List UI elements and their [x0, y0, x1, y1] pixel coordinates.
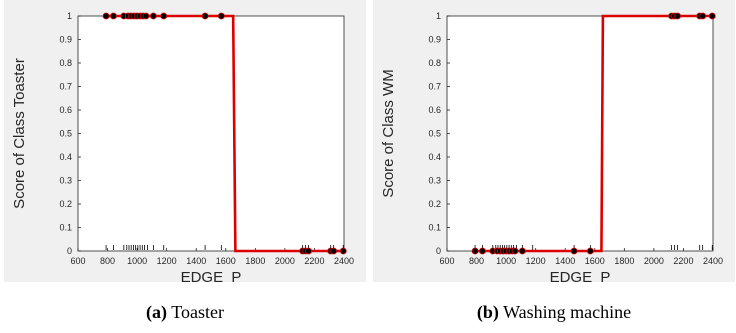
data-point: [674, 12, 681, 20]
chart-washing-machine: 600 800 1000 1200 1400 1600 1800 2000 2200 2400 0 0…: [380, 11, 723, 286]
plot-area: [77, 15, 345, 252]
y-tick-label: 1: [436, 11, 441, 21]
data-point: [102, 12, 110, 20]
data-point: [305, 247, 312, 255]
cropped-strip: [373, 282, 735, 290]
y-tick-label: 0.6: [59, 105, 72, 115]
caption-text: Toaster: [167, 302, 224, 322]
y-tick-label: 0.4: [428, 152, 441, 162]
data-point: [708, 12, 716, 20]
y-tick-label: 0.7: [428, 82, 441, 92]
y-tick-label: 0.8: [59, 58, 72, 68]
x-tick-label: 1000: [496, 256, 516, 266]
data-point: [518, 247, 526, 255]
data-point: [339, 247, 347, 255]
y-tick-label: 0.5: [428, 129, 441, 139]
x-tick-label: 1800: [614, 256, 634, 266]
caption-text: Washing machine: [498, 302, 632, 322]
x-tick-label: 1600: [216, 256, 236, 266]
x-axis-label: EDGE_P: [550, 269, 611, 286]
data-point: [570, 247, 578, 255]
x-axis-label: EDGE_P: [181, 269, 242, 286]
cropped-strip: [4, 282, 366, 290]
x-tick-label: 1600: [585, 256, 605, 266]
y-tick-label: 0.9: [59, 35, 72, 45]
caption-tag: (b): [476, 302, 499, 322]
y-tick-label: 0: [436, 246, 441, 256]
y-tick-label: 0.3: [59, 176, 72, 186]
x-tick-label: 2400: [334, 256, 354, 266]
score-line: [473, 14, 713, 253]
data-point: [201, 12, 209, 20]
data-point: [479, 247, 486, 255]
chart-panel-washing-machine: 600 800 1000 1200 1400 1600 1800 2000 2200 2400 0 0…: [373, 0, 735, 290]
y-tick-label: 0.2: [59, 199, 72, 209]
data-point: [471, 247, 479, 255]
x-tick-label: 2000: [275, 256, 295, 266]
data-point: [149, 12, 157, 20]
plot-area: [446, 15, 714, 252]
y-tick-label: 1: [67, 11, 72, 21]
caption-washing-machine: (b) Washing machine: [373, 302, 735, 323]
y-tick-label: 0: [67, 246, 72, 256]
data-point: [699, 12, 707, 20]
caption-toaster: (a) Toaster: [4, 302, 366, 323]
y-axis-label: Score of Class Toaster: [11, 58, 28, 209]
x-tick-label: 600: [70, 256, 85, 266]
data-point: [142, 12, 150, 20]
x-tick-label: 1400: [186, 256, 206, 266]
y-tick-label: 0.1: [59, 223, 72, 233]
y-tick-label: 0.1: [428, 223, 441, 233]
x-tick-label: 2200: [304, 256, 324, 266]
x-tick-label: 600: [439, 256, 454, 266]
chart-toaster: 600 800 1000 1200 1400 1600 1800 2000 2200 2400 0 0…: [11, 11, 354, 286]
data-point: [511, 247, 519, 255]
y-tick-label: 0.3: [428, 176, 441, 186]
x-tick-label: 800: [100, 256, 115, 266]
data-point: [586, 247, 594, 255]
y-tick-label: 0.9: [428, 35, 441, 45]
chart-panel-toaster: 600 800 1000 1200 1400 1600 1800 2000 2200 2400 0 0…: [4, 0, 366, 290]
x-tick-label: 1200: [157, 256, 177, 266]
data-point: [330, 247, 338, 255]
y-tick-label: 0.8: [428, 58, 441, 68]
x-tick-label: 2000: [644, 256, 664, 266]
y-axis-label: Score of Class WM: [380, 69, 397, 197]
x-tick-label: 1400: [555, 256, 575, 266]
data-point: [217, 12, 225, 20]
y-tick-label: 0.5: [59, 129, 72, 139]
x-tick-label: 1000: [127, 256, 147, 266]
y-tick-label: 0.4: [59, 152, 72, 162]
x-tick-label: 1800: [245, 256, 265, 266]
data-point: [110, 12, 117, 20]
y-tick-label: 0.6: [428, 105, 441, 115]
data-point: [160, 12, 168, 20]
x-tick-label: 2200: [673, 256, 693, 266]
x-tick-label: 1200: [526, 256, 546, 266]
score-line: [104, 14, 344, 253]
caption-tag: (a): [146, 302, 168, 322]
x-tick-label: 2400: [703, 256, 723, 266]
y-tick-label: 0.7: [59, 82, 72, 92]
x-tick-label: 800: [469, 256, 484, 266]
y-tick-label: 0.2: [428, 199, 441, 209]
